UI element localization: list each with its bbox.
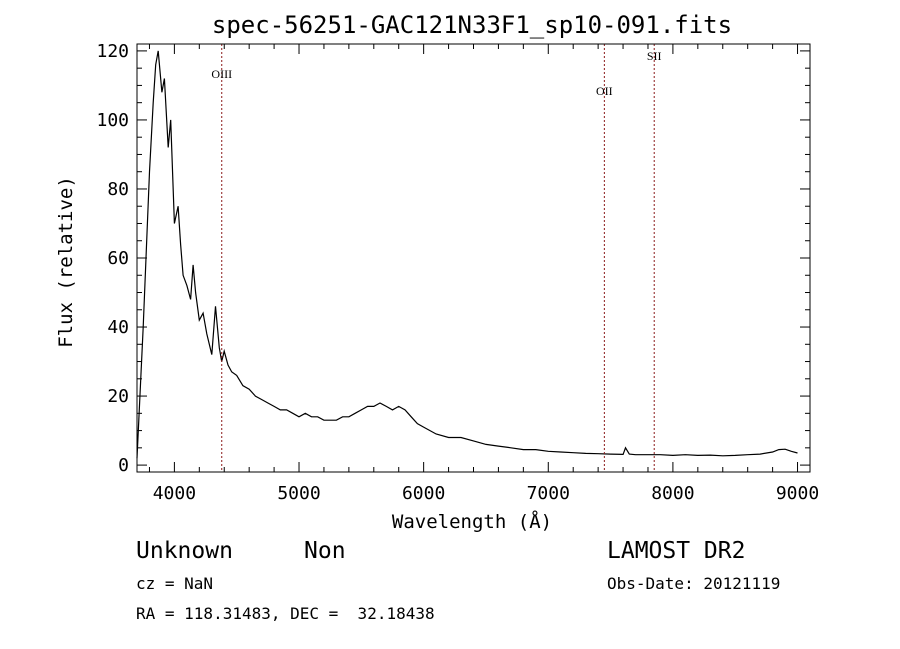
axis-ticks — [137, 44, 810, 472]
y-tick-label: 20 — [107, 386, 129, 407]
x-axis-label: Wavelength (Å) — [392, 510, 552, 533]
emission-line-label: OIII — [211, 67, 232, 81]
plot-frame — [136, 43, 811, 473]
spectral-subclass: Non — [304, 538, 346, 564]
x-tick-label: 7000 — [527, 483, 570, 504]
y-axis-label: Flux (relative) — [55, 176, 77, 348]
y-tick-label: 80 — [107, 179, 129, 200]
survey-name: LAMOST DR2 — [607, 538, 746, 564]
plot-area: OIII OII SII — [136, 43, 811, 473]
emission-line-label: OII — [596, 84, 613, 98]
chart-title: spec-56251-GAC121N33F1_sp10-091.fits — [212, 11, 732, 39]
redshift-cz: cz = NaN — [136, 574, 214, 593]
y-tick-label: 120 — [96, 41, 129, 62]
x-tick-label: 8000 — [651, 483, 694, 504]
x-tick-label: 9000 — [776, 483, 819, 504]
y-tick-label: 0 — [118, 455, 129, 476]
x-tick-labels: 4000 5000 6000 7000 8000 9000 — [153, 483, 820, 504]
coordinates: RA = 118.31483, DEC = 32.18438 — [136, 604, 435, 623]
y-tick-label: 40 — [107, 317, 129, 338]
x-tick-label: 4000 — [153, 483, 196, 504]
spectrum-line — [136, 50, 798, 459]
y-tick-label: 60 — [107, 248, 129, 269]
spectrum-line-group — [136, 50, 798, 459]
y-tick-labels: 0 20 40 60 80 100 120 — [96, 41, 129, 476]
emission-line-label: SII — [647, 49, 662, 63]
y-tick-label: 100 — [96, 110, 129, 131]
spectral-class: Unknown — [136, 538, 233, 564]
x-tick-label: 6000 — [402, 483, 445, 504]
observation-date: Obs-Date: 20121119 — [607, 574, 781, 593]
x-tick-label: 5000 — [277, 483, 320, 504]
emission-line-markers: OIII OII SII — [211, 44, 662, 472]
